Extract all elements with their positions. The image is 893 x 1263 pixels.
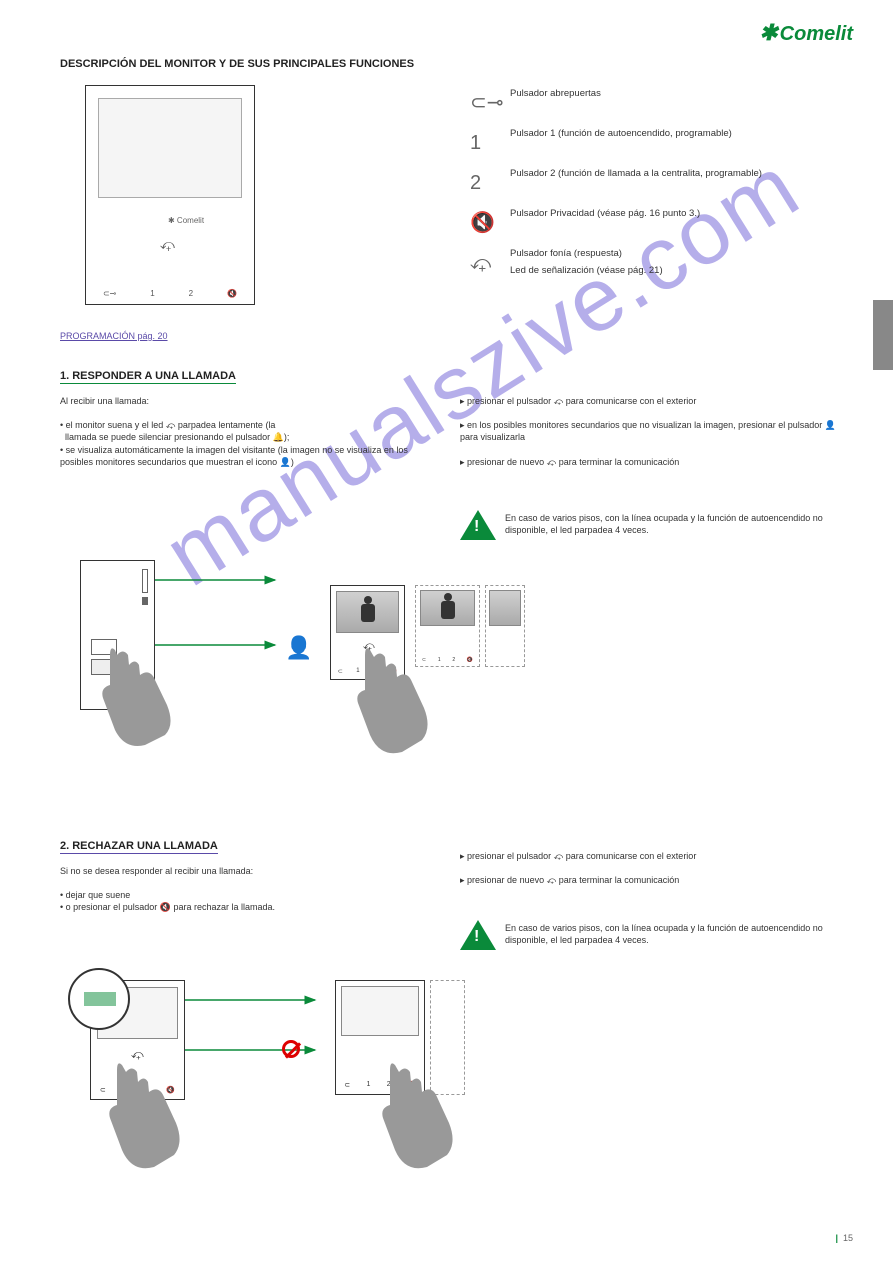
flow-arrows-2 [185, 985, 325, 1085]
audio-icon: ⤽ [166, 420, 176, 430]
bell-icon: 🔔 [273, 432, 284, 442]
reject-call-text: Si no se desea responder al recibir una … [60, 865, 430, 914]
audio-icon: ⤽ [554, 396, 564, 406]
privacy-icon: 🔇 [227, 289, 237, 298]
person-icon: 👤 [280, 457, 291, 467]
one-desc: Pulsador 1 (función de autoencendido, pr… [510, 125, 762, 142]
btn-1-icon: 1 [150, 289, 154, 298]
lock-desc: Pulsador abrepuertas [510, 85, 762, 102]
incoming-call-text: Al recibir una llamada: • el monitor sue… [60, 395, 430, 468]
warning-icon [460, 920, 496, 952]
hand-pointer-icon [102, 1055, 192, 1187]
lock-icon: ⊂⊸ [103, 289, 116, 298]
brand-logo: ✱Comelit [759, 20, 853, 46]
person-icon: 👤 [825, 420, 836, 430]
privacy-desc: Pulsador Privacidad (véase pág. 16 punto… [510, 205, 762, 222]
flow-arrows [155, 565, 285, 685]
prohibit-icon [282, 1040, 300, 1058]
monitor-diagram: ✱ Comelit ⤽ ⊂⊸ 1 2 🔇 [85, 85, 255, 305]
section-title-answer: 1. RESPONDER A UNA LLAMADA [60, 370, 236, 384]
secondary-monitor-diagram [485, 585, 525, 667]
reject-right-text: ▸ presionar el pulsador ⤽ para comunicar… [460, 850, 840, 886]
warning-icon [460, 510, 496, 542]
privacy-icon: 🔇 [470, 205, 510, 241]
section-title-description: DESCRIPCIÓN DEL MONITOR Y DE SUS PRINCIP… [60, 58, 414, 70]
two-icon: 2 [470, 165, 510, 201]
button-description-list: ⊂⊸Pulsador abrepuertas 1Pulsador 1 (func… [470, 85, 762, 285]
magnifier-detail [68, 968, 130, 1030]
hand-pointer-icon [375, 1055, 465, 1187]
audio-icon: ⤽ [547, 875, 557, 885]
warning-note-1: En caso de varios pisos, con la línea oc… [505, 512, 835, 536]
audio-icon: ⤽ [547, 457, 557, 467]
one-icon: 1 [470, 125, 510, 161]
monitor-button-row: ⊂⊸ 1 2 🔇 [86, 289, 254, 298]
page-language-tab [873, 300, 893, 370]
person-outline-icon: 👤 [285, 635, 312, 661]
audio-icon: ⤽ [470, 245, 510, 281]
warning-note-2: En caso de varios pisos, con la línea oc… [505, 922, 835, 946]
audio-led-desc: Led de señalización (véase pág. 21) [510, 265, 663, 276]
section-title-reject: 2. RECHAZAR UNA LLAMADA [60, 840, 218, 854]
monitor-brand-label: ✱ Comelit [168, 216, 204, 225]
lock-icon: ⊂⊸ [470, 85, 510, 121]
btn-2-icon: 2 [189, 289, 193, 298]
secondary-monitor-diagram: ⊂12🔇 [415, 585, 480, 667]
audio-desc: Pulsador fonía (respuesta) [510, 248, 622, 259]
audio-icon: ⤽ [160, 236, 175, 253]
privacy-icon: 🔇 [160, 902, 171, 912]
page-number: | 15 [835, 1233, 853, 1243]
two-desc: Pulsador 2 (función de llamada a la cent… [510, 165, 762, 182]
audio-icon: ⤽ [554, 851, 564, 861]
answer-steps-text: ▸ presionar el pulsador ⤽ para comunicar… [460, 395, 840, 468]
programming-link[interactable]: PROGRAMACIÓN pág. 20 [60, 330, 168, 342]
